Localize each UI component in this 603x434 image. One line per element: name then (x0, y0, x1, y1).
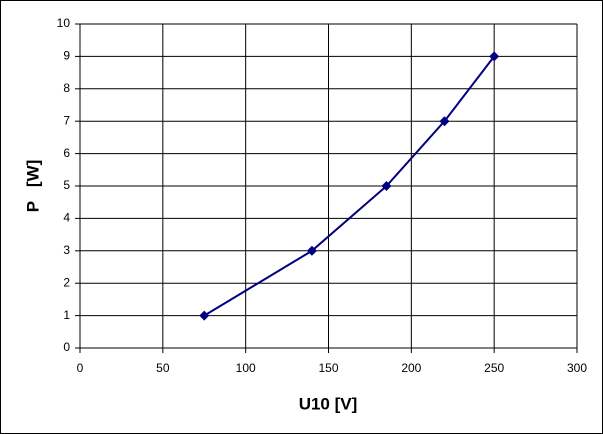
data-point (381, 181, 392, 191)
x-tick-label: 300 (567, 361, 587, 375)
data-point (439, 116, 450, 127)
data-point (199, 310, 210, 321)
y-tick-label: 5 (63, 178, 70, 192)
x-tick-label: 100 (236, 361, 256, 375)
data-point (306, 245, 317, 256)
x-tick-label: 0 (77, 361, 84, 375)
x-axis-title: U10 [V] (299, 394, 358, 413)
y-tick-label: 0 (63, 340, 70, 354)
y-tick-label: 7 (63, 113, 70, 127)
x-tick-label: 150 (318, 361, 338, 375)
y-tick-label: 2 (63, 275, 70, 289)
x-tick-label: 50 (156, 361, 170, 375)
y-tick-label: 10 (57, 16, 71, 30)
x-tick-label: 250 (484, 361, 504, 375)
y-axis-title: P [W] (23, 160, 42, 213)
x-tick-label: 200 (401, 361, 421, 375)
y-tick-label: 1 (63, 308, 70, 322)
y-tick-label: 6 (63, 146, 70, 160)
y-tick-label: 4 (63, 211, 70, 225)
y-tick-label: 8 (63, 81, 70, 95)
data-point (489, 51, 500, 62)
y-tick-label: 9 (63, 49, 70, 63)
y-tick-label: 3 (63, 243, 70, 257)
